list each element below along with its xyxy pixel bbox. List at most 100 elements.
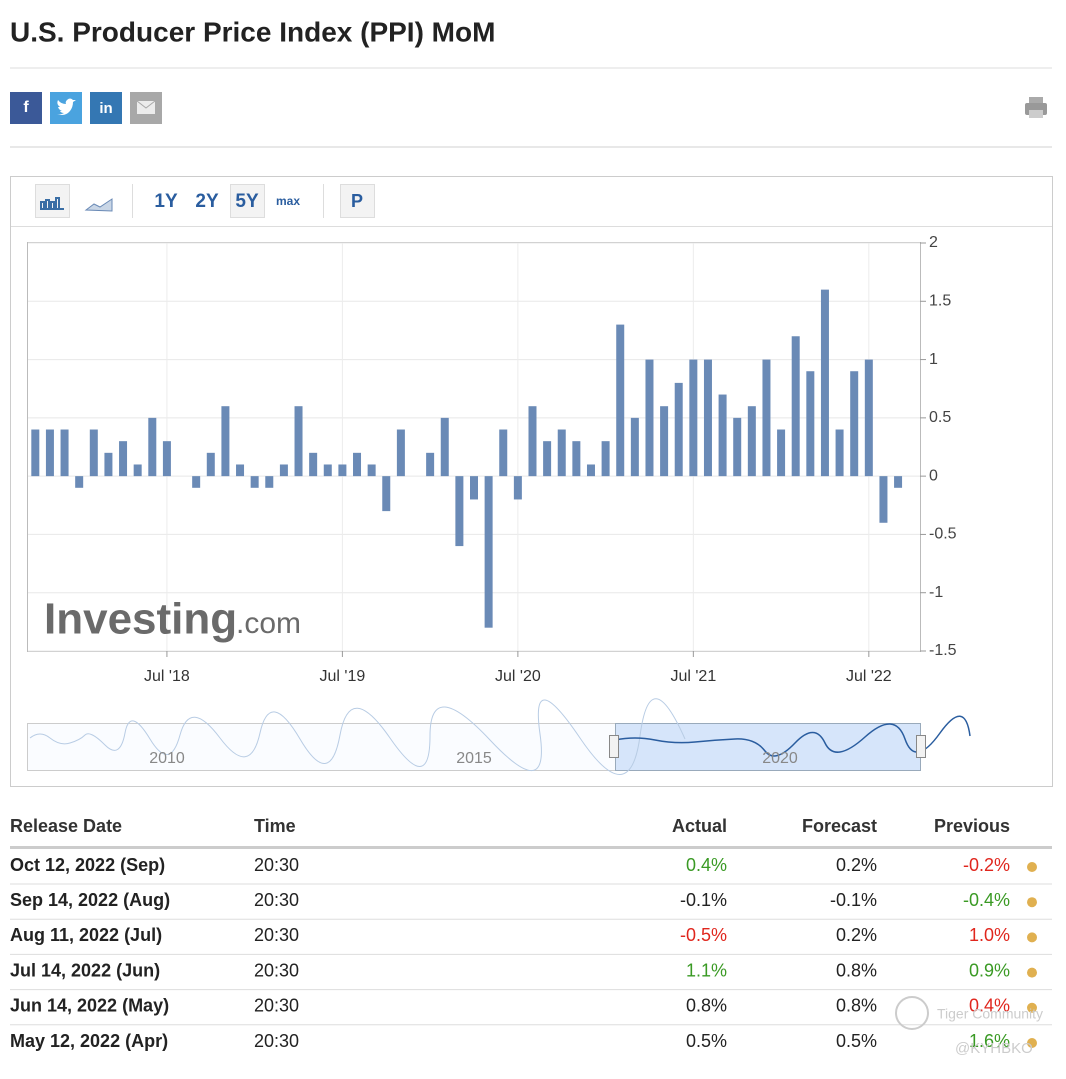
navigator-label: 2015	[456, 750, 492, 767]
y-tick-label: -1.5	[929, 642, 957, 659]
bar	[396, 429, 405, 477]
bar	[192, 476, 201, 488]
table-cell: 1.1%	[686, 960, 727, 980]
y-tick-label: 2	[929, 234, 938, 251]
logo-suffix: .com	[236, 607, 301, 640]
table-cell: 0.8%	[686, 996, 727, 1016]
y-tick-label: -0.5	[929, 526, 957, 543]
print-icon-top	[1029, 97, 1043, 103]
bar	[689, 359, 698, 477]
bar	[265, 476, 274, 488]
navigator-selection[interactable]	[615, 723, 921, 771]
bar	[119, 441, 128, 477]
linkedin-icon: in	[99, 100, 112, 117]
bar	[513, 476, 522, 500]
table-cell: 1.6%	[969, 1031, 1010, 1051]
bar	[572, 441, 581, 477]
y-tick-label: 0.5	[929, 409, 951, 426]
bar	[616, 324, 625, 477]
linkedin-button[interactable]	[90, 92, 122, 124]
y-tick-label: 1	[929, 351, 938, 368]
bar	[426, 452, 435, 477]
table-cell: 0.4%	[686, 855, 727, 875]
navigator-handle[interactable]	[916, 735, 926, 758]
status-dot	[1027, 1038, 1037, 1048]
table-cell: 1.0%	[969, 925, 1010, 945]
bar	[703, 359, 712, 477]
table-cell: 20:30	[254, 890, 299, 910]
watermark: Tiger Community	[937, 1006, 1043, 1022]
bar	[557, 429, 566, 477]
table-cell: 0.2%	[836, 855, 877, 875]
bar	[864, 359, 873, 477]
status-dot	[1027, 932, 1037, 943]
table-cell: 20:30	[254, 996, 299, 1016]
table-cell: 0.8%	[836, 996, 877, 1016]
bar	[747, 406, 756, 477]
line-chart-button[interactable]	[84, 198, 113, 212]
bar	[733, 417, 742, 477]
bar	[279, 464, 288, 477]
bar	[162, 441, 171, 477]
facebook-button[interactable]	[10, 92, 42, 124]
print-button[interactable]	[1025, 97, 1047, 118]
bar	[338, 464, 347, 477]
table-cell: 20:30	[254, 960, 299, 980]
page-title: U.S. Producer Price Index (PPI) MoM	[10, 16, 495, 47]
bar	[206, 452, 215, 477]
y-tick-label: 1.5	[929, 293, 951, 310]
status-dot	[1027, 967, 1037, 978]
navigator-history-line	[29, 698, 686, 775]
bar	[75, 476, 84, 488]
y-tick-label: -1	[929, 584, 943, 601]
range-button[interactable]: 2Y	[195, 191, 219, 212]
bar	[645, 359, 654, 477]
bar	[367, 464, 376, 477]
bar	[89, 429, 98, 477]
table-cell: Oct 12, 2022 (Sep)	[10, 855, 165, 875]
email-icon-flap	[136, 100, 156, 109]
bar	[250, 476, 259, 488]
range-button[interactable]: 5Y	[235, 191, 259, 212]
x-tick-label: Jul '20	[495, 668, 541, 685]
bar	[60, 429, 69, 477]
bar	[791, 336, 800, 477]
bar	[294, 406, 303, 477]
bar	[309, 452, 318, 477]
range-button[interactable]: max	[276, 194, 300, 208]
bar	[850, 371, 859, 477]
y-tick-label: 0	[929, 467, 938, 484]
p-button[interactable]: P	[351, 191, 363, 211]
bar	[674, 382, 683, 477]
shadow-divider	[10, 146, 1052, 148]
bar	[499, 429, 508, 477]
navigator-handle[interactable]	[609, 735, 619, 758]
status-dot	[1027, 897, 1037, 908]
column-header: Release Date	[10, 816, 122, 836]
bar	[236, 464, 245, 477]
header-underline	[10, 846, 1052, 849]
table-cell: 0.4%	[969, 996, 1010, 1016]
bar	[440, 417, 449, 477]
watermark: @KYHBKO	[955, 1040, 1033, 1057]
range-button[interactable]: 1Y	[154, 191, 178, 212]
bar	[323, 464, 332, 477]
table-cell: 0.2%	[836, 925, 877, 945]
table-cell: Aug 11, 2022 (Jul)	[10, 925, 162, 945]
logo: Investing	[44, 595, 237, 644]
column-header: Previous	[934, 816, 1010, 836]
x-tick-label: Jul '18	[144, 668, 190, 685]
table-cell: 20:30	[254, 1031, 299, 1051]
bar	[484, 476, 493, 628]
table-cell: Sep 14, 2022 (Aug)	[10, 890, 170, 910]
bar	[762, 359, 771, 477]
bar	[660, 406, 669, 477]
bar	[630, 417, 639, 477]
bar	[470, 476, 478, 500]
navigator-label: 2010	[149, 750, 185, 767]
table-cell: -0.1%	[680, 890, 727, 910]
bar	[148, 417, 157, 477]
bar	[586, 464, 595, 477]
navigator-label: 2020	[762, 750, 798, 767]
